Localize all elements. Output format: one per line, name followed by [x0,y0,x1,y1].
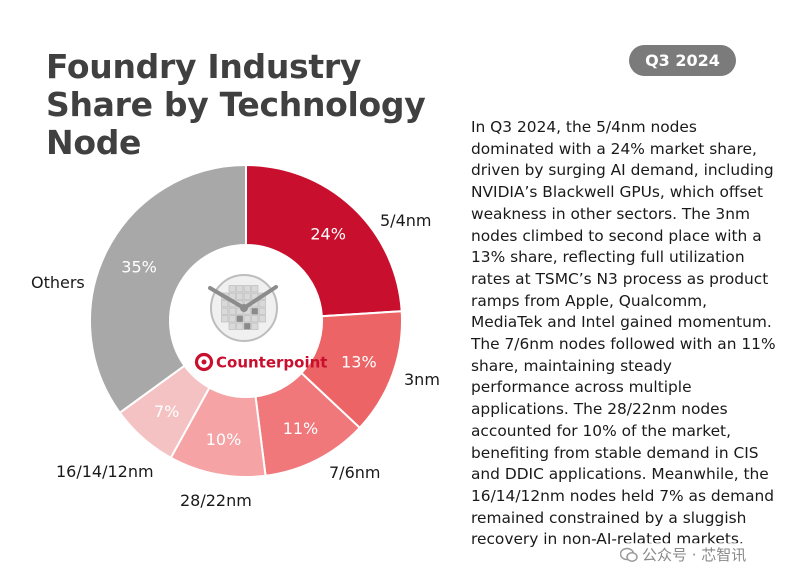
wafer-die [236,285,244,293]
donut-slice-5-4nm [245,163,403,318]
slice-value-label: 11% [283,419,319,438]
description-text: In Q3 2024, the 5/4nm nodes dominated wi… [471,118,776,549]
wafer-die [243,292,251,300]
wafer-die [243,285,251,293]
slice-category-label: 3nm [404,370,440,389]
wafer-die [243,322,251,330]
wafer-die [221,300,229,308]
period-badge: Q3 2024 [629,45,736,76]
wafer-die [228,315,236,323]
slice-value-label: 35% [121,258,157,277]
donut-category-labels: 5/4nm 3nm 7/6nm 28/22nm 16/14/12nm Others [31,211,440,510]
watermark: 公众号 · 芯智讯 [620,543,795,567]
chart-title: Foundry Industry Share by Technology Nod… [46,47,426,162]
wafer-die [221,307,229,315]
slice-category-label: 16/14/12nm [56,462,154,481]
slice-value-label: 13% [341,353,377,372]
donut-value-labels: 24% 13% 11% 10% 7% 35% [121,225,376,449]
donut-slice-others [89,163,247,415]
wafer-clock-icon [208,274,278,342]
wechat-icon [620,547,638,562]
donut-chart: 24% 13% 11% 10% 7% 35% 5/4nm 3nm 7/6nm 28/22nm 16… [31,163,440,510]
wafer-die [251,322,259,330]
slice-category-label: 5/4nm [380,211,431,230]
wafer-die [251,307,259,315]
slice-value-label: 10% [206,430,242,449]
slice-category-label: Others [31,273,85,292]
counterpoint-logo: Counterpoint [194,274,327,372]
slice-category-label: 7/6nm [329,463,380,482]
slice-value-label: 7% [154,402,179,421]
counterpoint-logo-mark [194,352,214,372]
wafer-die [236,315,244,323]
wafer-die [258,300,266,308]
wafer-die [258,315,266,323]
wafer-die [251,285,259,293]
wafer-die [228,307,236,315]
slice-category-label: 28/22nm [180,491,252,510]
wafer-die [258,307,266,315]
wafer-die [251,315,259,323]
wafer-die [236,322,244,330]
wafer-die [228,322,236,330]
wafer-die [221,315,229,323]
logo-wordmark: Counterpoint [216,354,327,372]
wafer-die [243,315,251,323]
wafer-die [236,292,244,300]
slice-value-label: 24% [310,225,346,244]
wafer-die [228,285,236,293]
watermark-text: 公众号 · 芯智讯 [642,546,747,564]
